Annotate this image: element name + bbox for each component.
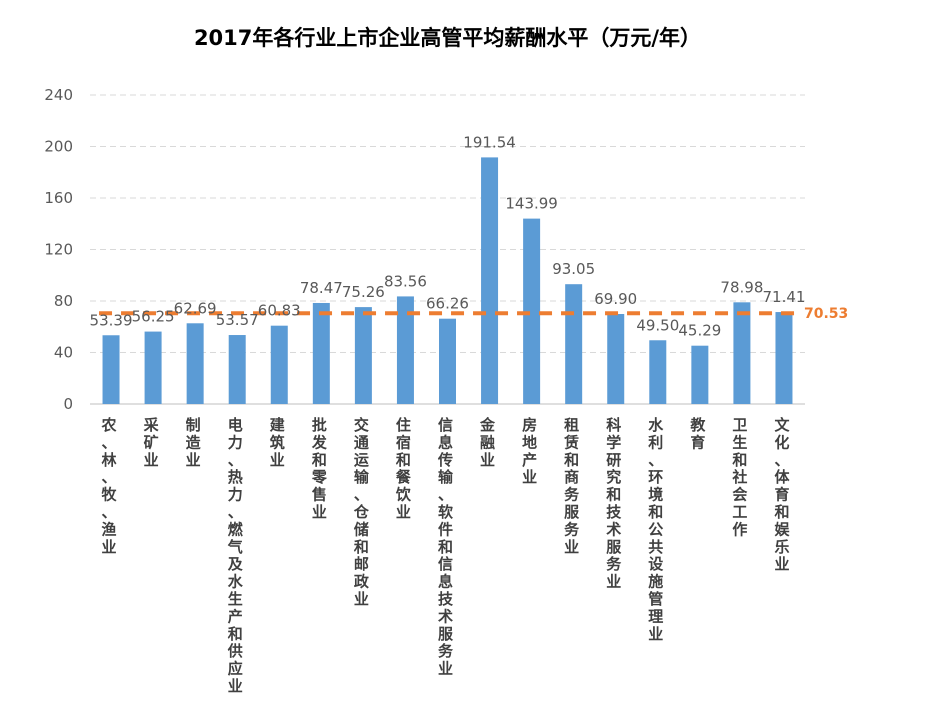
category-label: 建筑业 [269,416,286,469]
bar [354,307,372,404]
data-label: 191.54 [463,133,516,151]
bar [565,284,583,404]
data-label: 143.99 [505,195,558,213]
category-label: 金融业 [479,416,496,469]
bar [691,345,709,404]
bar [144,331,162,404]
category-label: 教育 [689,416,706,451]
data-label: 78.47 [300,279,343,297]
category-label: 水利、环境和公共设施管理业 [648,416,664,643]
category-label: 卫生和社会工作 [731,416,747,538]
data-label: 93.05 [552,260,595,278]
data-label: 53.39 [90,311,133,329]
category-labels: 农、林、牧、渔业 采矿业 制造业 电力、热力、燃气及水生产和供应业 建筑业 批发和零售业 交… [101,416,791,695]
bar [481,157,499,404]
data-label: 83.56 [384,272,427,290]
y-axis-ticks: 0 40 80 120 160 200 240 [44,86,73,413]
y-tick-label: 0 [63,395,73,413]
y-tick-label: 120 [44,241,73,259]
data-label: 56.25 [132,308,175,326]
bar [733,302,751,404]
category-label: 住宿和餐饮业 [395,416,412,521]
category-label: 房地产业 [522,416,537,486]
y-tick-label: 160 [44,189,73,207]
data-label: 49.50 [636,316,679,334]
bar [775,312,793,404]
bar [523,218,541,404]
bar [312,302,330,404]
category-label: 信息传输、软件和信息技术服务业 [437,416,454,678]
data-label: 62.69 [174,299,217,317]
category-label: 科学研究和技术服务业 [606,416,622,591]
bar [228,335,246,404]
category-label: 交通运输、仓储和邮政业 [353,416,370,608]
category-label: 制造业 [186,416,201,469]
bar [186,323,204,404]
y-tick-label: 200 [44,138,73,156]
category-label: 文化、体育和娱乐业 [774,416,790,573]
y-tick-label: 240 [44,86,73,104]
category-label: 农、林、牧、渔业 [101,416,118,556]
data-label: 69.90 [594,290,637,308]
bar [396,296,414,404]
category-label: 电力、热力、燃气及水生产和供应业 [227,416,244,695]
data-label: 78.98 [720,278,763,296]
data-label: 60.83 [258,302,301,320]
data-label: 71.41 [762,288,805,306]
bar [439,318,456,404]
bar [102,335,120,404]
category-label: 采矿业 [143,416,160,469]
average-label: 70.53 [804,306,848,322]
data-label: 53.57 [216,311,259,329]
bar [270,325,288,404]
chart-title: 2017年各行业上市企业高管平均薪酬水平（万元/年） [193,26,702,50]
bar [649,340,667,404]
bar [607,314,625,404]
data-label: 75.26 [342,283,385,301]
bars [102,157,793,404]
y-tick-label: 40 [54,344,73,362]
average-line-group: 70.53 [99,306,848,322]
category-label: 租赁和商务服务业 [563,416,580,556]
category-label: 批发和零售业 [311,416,328,521]
y-tick-label: 80 [54,292,73,310]
data-label: 66.26 [426,295,469,313]
data-label: 45.29 [678,322,721,340]
